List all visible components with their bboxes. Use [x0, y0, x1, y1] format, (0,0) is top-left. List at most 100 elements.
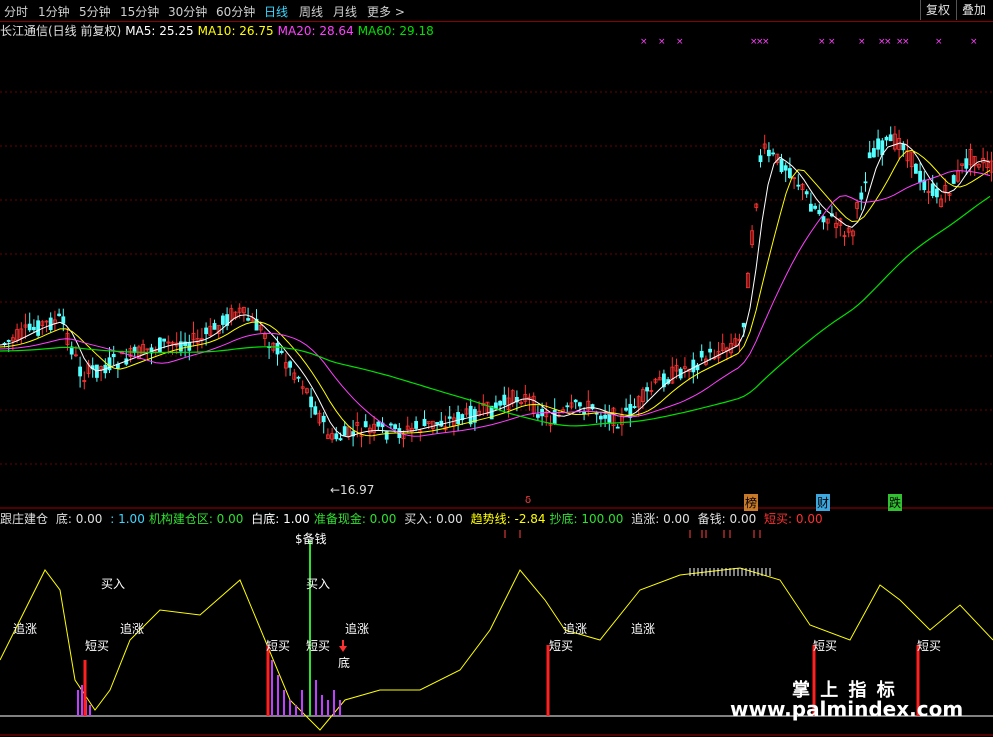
candle-body: [342, 426, 347, 436]
x-marker: ×: [640, 37, 648, 47]
x-marker: ×: [676, 37, 684, 47]
ma10-line: [0, 149, 991, 437]
di-value: 底: 0.00: [55, 512, 103, 526]
candle-body: [930, 183, 935, 196]
duanmai-label: 短买: [85, 639, 110, 653]
candle-body: [914, 163, 918, 174]
candle-body: [519, 401, 523, 405]
candle-body: [918, 170, 922, 183]
candle-body: [951, 175, 956, 184]
candle-body: [447, 416, 452, 419]
low-price-label: ←16.97: [330, 483, 375, 497]
candle-body: [313, 406, 318, 415]
tab-1min[interactable]: 1分钟: [38, 5, 70, 19]
candle-body: [351, 431, 356, 437]
candle-body: [804, 191, 809, 195]
candle-body: [657, 377, 662, 381]
cai-marker[interactable]: 财: [816, 494, 831, 511]
x-marker: ×: [878, 37, 886, 47]
chaodi-value: 抄底: 100.00: [549, 512, 624, 526]
di-label: 底: [338, 656, 351, 670]
candle-body: [258, 324, 263, 331]
fuquan-button[interactable]: 复权: [920, 0, 955, 20]
duanmai-label: 短买: [266, 639, 291, 653]
jigou-value: 机构建仓区: 0.00: [148, 512, 244, 526]
candle-body: [283, 362, 288, 369]
up-arrow-icon: [339, 640, 347, 652]
beiqian-value: 备钱: 0.00: [697, 512, 757, 526]
candle-body: [863, 181, 868, 184]
candle-body: [750, 230, 754, 245]
die-marker[interactable]: 跌: [888, 494, 903, 511]
tab-30min[interactable]: 30分钟: [168, 5, 208, 19]
candle-body: [388, 423, 393, 426]
tab-daily[interactable]: 日线: [264, 5, 289, 19]
candle-body: [872, 148, 876, 158]
candle-body: [888, 134, 893, 142]
candle-body: [901, 143, 906, 151]
candle-body: [288, 361, 293, 368]
candle-body: [846, 227, 851, 233]
x-markers: × × × ××× × × × ×× ×× × ×: [640, 37, 978, 47]
tab-monthly[interactable]: 月线: [333, 5, 358, 19]
candle-body: [15, 329, 20, 341]
tab-15min[interactable]: 15分钟: [120, 5, 160, 19]
candle-body: [834, 222, 838, 229]
candle-body: [989, 160, 993, 173]
x-marker: ×: [896, 37, 904, 47]
tab-60min[interactable]: 60分钟: [216, 5, 256, 19]
candle-body: [939, 198, 943, 208]
candle-body: [246, 318, 251, 321]
candle-body: [363, 421, 368, 428]
candle-body: [19, 328, 24, 339]
candle-body: [191, 332, 196, 341]
candle-body: [893, 133, 897, 150]
duanmai-label: 短买: [813, 639, 838, 653]
candle-body: [842, 235, 847, 237]
candle-body: [796, 184, 801, 187]
candle-body: [624, 407, 628, 411]
candle-body: [6, 339, 11, 342]
candle-body: [502, 394, 507, 406]
candle-body: [216, 325, 221, 334]
candle-body: [304, 388, 309, 394]
candle-body: [636, 396, 641, 408]
candle-body: [435, 422, 440, 425]
candle-body: [720, 343, 725, 351]
candle-body: [409, 427, 414, 432]
candle-body: [741, 322, 746, 328]
beiqian-label: $备钱: [295, 532, 327, 546]
candle-body: [905, 150, 910, 162]
ma5-line: [0, 142, 991, 438]
tab-5min[interactable]: 5分钟: [79, 5, 111, 19]
candle-body: [48, 317, 53, 331]
candle-body: [771, 152, 775, 155]
ma10-label: MA10: 26.75: [197, 24, 274, 38]
candle-body: [506, 397, 511, 410]
main-legend: 长江通信(日线 前复权) MA5: 25.25 MA10: 26.75 MA20: 2…: [0, 22, 438, 38]
candle-body: [208, 325, 213, 336]
candle-body: [250, 317, 255, 322]
candle-body: [590, 404, 595, 410]
candle-body: [683, 366, 687, 369]
duanmai-label: 短买: [549, 639, 574, 653]
zhuizhang-value: 追涨: 0.00: [631, 512, 690, 526]
ma60-line: [0, 195, 991, 427]
indicator-name: 跟庄建仓: [0, 512, 49, 526]
tab-fenshi[interactable]: 分时: [4, 5, 29, 19]
candle-body: [405, 425, 410, 431]
indicator-legend: 跟庄建仓 底: 0.00 : 1.00 机构建仓区: 0.00 白底: 1.00 准…: [0, 510, 827, 526]
candlesticks: [2, 126, 993, 448]
candle-body: [968, 148, 973, 166]
candle-body: [935, 188, 939, 198]
candle-body: [279, 350, 284, 353]
tab-more[interactable]: 更多 >: [367, 5, 405, 19]
trend-line: [0, 567, 993, 731]
moving-average-lines: [0, 142, 991, 438]
diejia-button[interactable]: 叠加: [956, 0, 991, 20]
candle-body: [649, 390, 654, 392]
bang-marker[interactable]: 榜: [744, 494, 759, 511]
tab-weekly[interactable]: 周线: [299, 5, 324, 19]
candle-body: [82, 380, 87, 383]
